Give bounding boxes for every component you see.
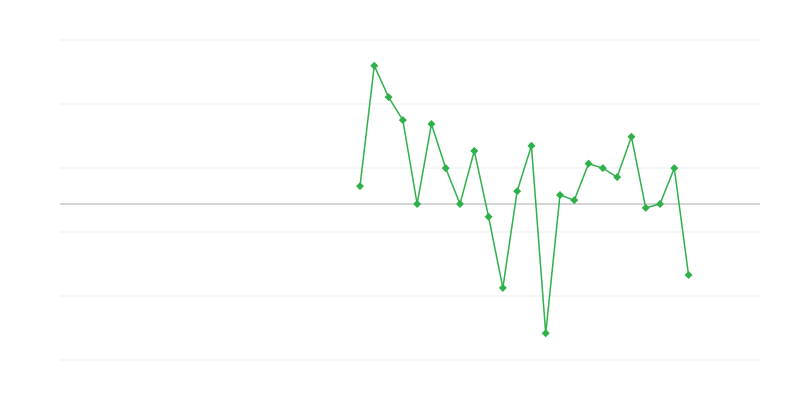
series-group: [356, 61, 693, 338]
data-point[interactable]: [570, 196, 579, 205]
data-point[interactable]: [684, 271, 693, 280]
data-point[interactable]: [370, 61, 379, 70]
data-point[interactable]: [513, 187, 522, 196]
data-point[interactable]: [627, 132, 636, 141]
data-point[interactable]: [527, 141, 536, 150]
data-point[interactable]: [484, 212, 493, 221]
data-point[interactable]: [441, 164, 450, 173]
data-point[interactable]: [470, 146, 479, 155]
data-point[interactable]: [598, 164, 607, 173]
data-point[interactable]: [556, 191, 564, 200]
data-point[interactable]: [541, 329, 550, 338]
data-point[interactable]: [584, 159, 593, 168]
data-point[interactable]: [613, 173, 622, 182]
data-point[interactable]: [398, 116, 407, 125]
data-point[interactable]: [427, 120, 436, 128]
gridlines: [60, 39, 760, 361]
data-point[interactable]: [413, 200, 422, 208]
data-point[interactable]: [641, 203, 650, 212]
data-point[interactable]: [456, 200, 464, 208]
data-point[interactable]: [498, 283, 507, 292]
data-point[interactable]: [356, 182, 364, 191]
series-line: [359, 63, 690, 334]
data-point[interactable]: [670, 164, 679, 173]
data-point[interactable]: [384, 93, 393, 102]
data-point[interactable]: [656, 200, 664, 208]
